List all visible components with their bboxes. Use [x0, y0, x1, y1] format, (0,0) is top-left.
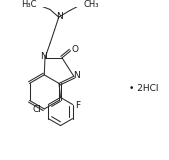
Text: CH₃: CH₃ [83, 0, 99, 9]
Text: H₃C: H₃C [21, 0, 37, 9]
Text: N: N [73, 71, 80, 80]
Text: Cl: Cl [33, 105, 42, 114]
Text: • 2HCl: • 2HCl [129, 84, 159, 93]
Text: N: N [57, 12, 63, 21]
Text: F: F [75, 101, 80, 110]
Text: N: N [40, 52, 47, 61]
Text: O: O [71, 45, 78, 54]
